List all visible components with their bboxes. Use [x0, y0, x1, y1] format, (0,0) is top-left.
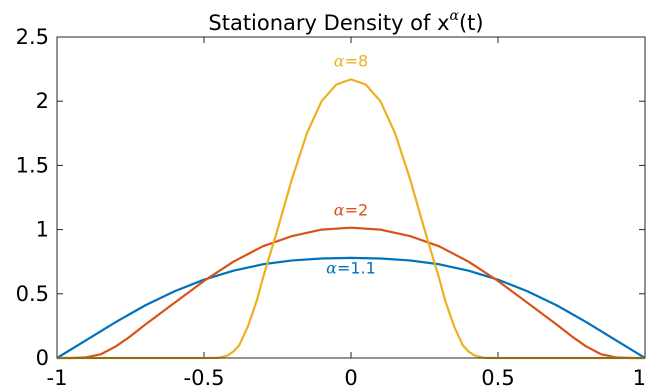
y-tick-label: 1.5	[16, 153, 49, 177]
series-labels: α=1.1 α=2 α=8	[326, 52, 376, 278]
y-tick-label: 1	[36, 218, 49, 242]
svg-text:Stationary Density of xα(t): Stationary Density of xα(t)	[208, 8, 483, 35]
y-tick-label: 0.5	[16, 282, 49, 306]
chart-title-suffix: (t)	[459, 11, 484, 35]
series-line	[57, 226, 645, 360]
x-tick-label: -1	[47, 366, 68, 390]
y-tick-label: 2.5	[16, 25, 49, 49]
x-tick-label: 0.5	[481, 366, 514, 390]
series-line	[57, 78, 645, 360]
chart-title: Stationary Density of xα(t)	[208, 8, 483, 35]
x-tick-label: 1	[633, 366, 646, 390]
x-axis-ticks: -1 -0.5 0 0.5 1	[47, 37, 646, 390]
plot-area-frame	[56, 36, 646, 359]
series-label: α=2	[334, 200, 368, 219]
series-label: α=8	[334, 52, 368, 71]
x-tick-label: -0.5	[184, 366, 225, 390]
series-lines	[56, 78, 646, 360]
chart-title-text: Stationary Density of x	[208, 11, 449, 35]
series-line	[56, 256, 646, 359]
x-tick-label: 0	[344, 366, 357, 390]
series-label: α=1.1	[326, 258, 376, 277]
y-tick-label: 0	[36, 346, 49, 370]
y-axis-ticks: 0 0.5 1 1.5 2 2.5	[16, 25, 645, 370]
y-tick-label: 2	[36, 89, 49, 113]
chart-title-superscript: α	[450, 8, 460, 24]
